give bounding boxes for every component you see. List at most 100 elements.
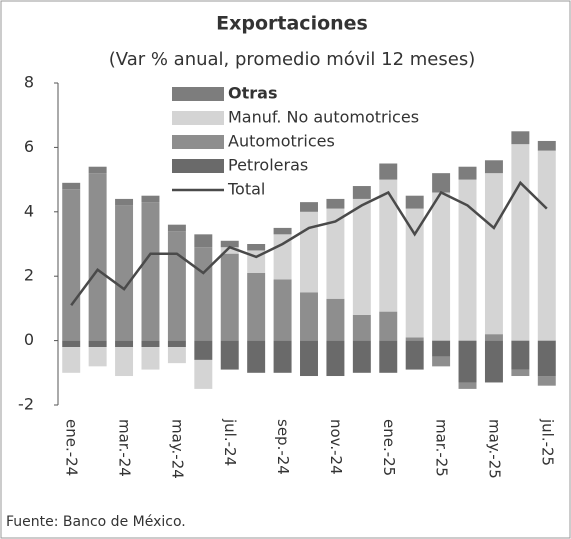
x-tick-label: ene.-25	[380, 419, 398, 476]
bar-segment	[247, 244, 266, 251]
legend-label: Automotrices	[228, 132, 335, 151]
bar-segment	[62, 340, 81, 348]
bar-segment	[405, 208, 424, 338]
bar-segment	[141, 202, 160, 341]
bar-segment	[115, 198, 134, 206]
y-tick-label: 6	[24, 137, 34, 156]
bar-segment	[115, 340, 134, 348]
bar-segment	[537, 140, 556, 151]
bar-segment	[247, 272, 266, 341]
bar-segment	[432, 356, 451, 367]
bar-segment	[484, 160, 503, 174]
x-tick-label: ene.-24	[63, 419, 81, 476]
bar-segment	[379, 163, 398, 180]
bar-segment	[167, 224, 186, 232]
bar-segment	[88, 347, 107, 367]
bar-segment	[511, 144, 530, 341]
legend-swatch	[172, 111, 224, 125]
bar-segment	[405, 195, 424, 209]
bar-segment	[300, 202, 318, 212]
bar-segment	[62, 347, 81, 373]
bar-segment	[220, 247, 239, 254]
bar-segment	[432, 192, 451, 341]
bar-segment	[537, 150, 556, 341]
bar-segment	[300, 340, 318, 377]
y-tick-label: 8	[24, 73, 34, 92]
bar-segment	[326, 298, 345, 341]
bar-segment	[405, 340, 424, 370]
bar-segment	[167, 231, 186, 341]
bar-segment	[220, 240, 239, 248]
bar-segment	[167, 347, 186, 364]
x-tick-label: may.-25	[485, 419, 503, 479]
bar-segment	[458, 382, 477, 389]
bar-segment	[326, 198, 345, 209]
bar-segment	[484, 173, 503, 335]
legend-label: Manuf. No automotrices	[228, 108, 419, 127]
bar-segment	[62, 189, 81, 341]
total-line	[70, 180, 548, 306]
bar-segment	[62, 182, 81, 190]
x-tick-label: nov.-24	[327, 419, 345, 475]
legend-swatch	[172, 87, 224, 101]
bar-segment	[379, 311, 398, 341]
bar-segment	[352, 314, 371, 341]
bar-segment	[88, 173, 107, 341]
x-tick-label: may.-24	[168, 419, 186, 479]
bar-segment	[88, 340, 107, 348]
y-tick-label: -2	[18, 395, 34, 414]
bar-segment	[484, 334, 503, 341]
bar-segment	[352, 186, 371, 199]
bar-segment	[379, 179, 398, 312]
bar-segment	[141, 340, 160, 348]
bar-segment	[273, 279, 292, 341]
bar-segment	[405, 337, 424, 341]
bar-segment	[88, 166, 107, 174]
bar-segment	[326, 208, 345, 299]
bar-segment	[247, 340, 266, 373]
bar-segment	[220, 253, 239, 341]
bar-segment	[352, 340, 371, 373]
y-tick-label: 0	[24, 330, 34, 349]
bar-segment	[300, 292, 318, 341]
bar-segment	[300, 211, 318, 293]
x-tick-label: sep.-24	[274, 419, 292, 475]
legend-label: Petroleras	[228, 156, 308, 175]
y-tick-label: 4	[24, 201, 34, 220]
x-tick-label: mar.-24	[116, 419, 134, 477]
bar-segment	[115, 347, 134, 377]
bar-segment	[141, 347, 160, 370]
bar-segment	[194, 359, 213, 389]
bar-segment	[141, 195, 160, 203]
bar-segment	[273, 340, 292, 373]
bar-segment	[537, 376, 556, 386]
bar-segment	[273, 227, 292, 235]
bar-segment	[458, 179, 477, 341]
bar-segment	[352, 198, 371, 315]
bar-segment	[326, 340, 345, 377]
legend-label: Otras	[228, 84, 277, 103]
x-tick-label: jul.-25	[538, 418, 556, 466]
x-tick-label: jul.-24	[221, 418, 239, 466]
bar-segment	[167, 340, 186, 348]
bar-segment	[458, 340, 477, 383]
legend-label: Total	[227, 180, 265, 199]
bar-segment	[458, 166, 477, 180]
source: Fuente: Banco de México.	[6, 514, 186, 530]
y-tick-label: 2	[24, 266, 34, 285]
chart-title: Exportaciones	[216, 13, 368, 35]
bar-segment	[511, 369, 530, 377]
x-tick-label: mar.-25	[433, 419, 451, 477]
legend-swatch	[172, 135, 224, 149]
bar-segment	[432, 173, 451, 193]
bar-segment	[379, 340, 398, 373]
bar-segment	[511, 131, 530, 145]
bar-segment	[220, 340, 239, 370]
bar-segment	[194, 247, 213, 341]
bar-segment	[115, 205, 134, 341]
bar-segment	[484, 340, 503, 383]
legend-swatch	[172, 159, 224, 173]
bar-segment	[432, 340, 451, 357]
bar-segment	[511, 340, 530, 370]
